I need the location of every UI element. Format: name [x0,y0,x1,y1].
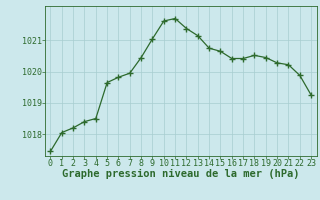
X-axis label: Graphe pression niveau de la mer (hPa): Graphe pression niveau de la mer (hPa) [62,169,300,179]
